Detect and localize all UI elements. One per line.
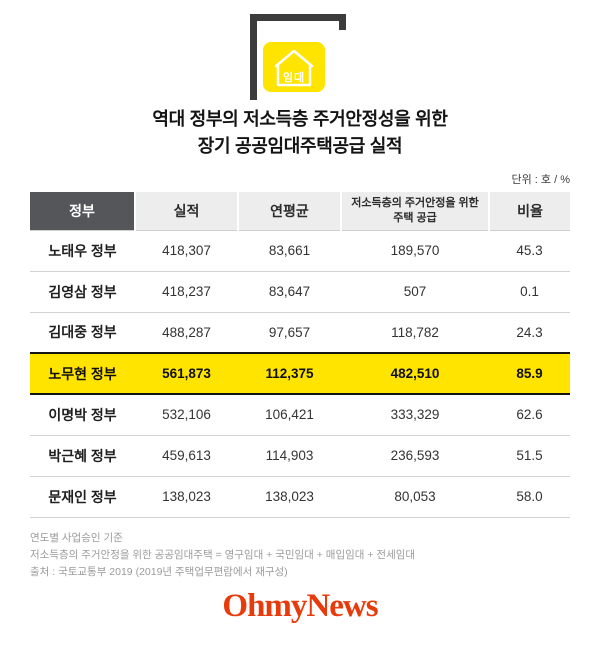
- cell-ratio: 85.9: [489, 352, 570, 395]
- table-row: 문재인 정부 138,023 138,023 80,053 58.0: [30, 476, 570, 518]
- cell-ratio: 0.1: [489, 271, 570, 313]
- cell-gov: 박근혜 정부: [30, 435, 135, 477]
- cell-avg: 114,903: [238, 435, 341, 477]
- footnote-line: 출처 : 국토교통부 2019 (2019년 주택업무편람에서 재구성): [30, 565, 288, 578]
- cell-total: 418,237: [135, 271, 238, 313]
- header-supply-line1: 저소득층의 주거안정을 위한: [351, 197, 479, 210]
- rental-badge-label: 임대: [282, 72, 306, 84]
- cell-supply: 236,593: [341, 435, 489, 477]
- cell-supply: 333,329: [341, 394, 489, 436]
- cell-gov: 문재인 정부: [30, 476, 135, 518]
- cell-avg: 112,375: [238, 352, 341, 395]
- footnotes: 연도별 사업승인 기준 저소득층의 주거안정을 위한 공공임대주택 = 영구임대…: [30, 530, 415, 580]
- header-ratio: 비율: [489, 192, 570, 231]
- table-row: 이명박 정부 532,106 106,421 333,329 62.6: [30, 394, 570, 436]
- cell-supply: 80,053: [341, 476, 489, 518]
- cell-gov: 노태우 정부: [30, 230, 135, 272]
- header-gov: 정부: [30, 192, 136, 231]
- footnote-line: 연도별 사업승인 기준: [30, 532, 123, 544]
- table-header-row: 정부 실적 연평균 저소득층의 주거안정을 위한 주택 공급 비율: [30, 192, 570, 231]
- cell-avg: 138,023: [238, 476, 341, 518]
- cell-ratio: 58.0: [489, 476, 570, 518]
- cell-ratio: 45.3: [489, 230, 570, 272]
- cell-ratio: 24.3: [489, 312, 570, 354]
- supply-table-wrap: 정부 실적 연평균 저소득층의 주거안정을 위한 주택 공급 비율 노태우 정부…: [30, 192, 570, 518]
- unit-note: 단위 : 호 / %: [511, 174, 570, 186]
- cell-supply: 482,510: [341, 352, 489, 395]
- table-row-highlighted: 노무현 정부 561,873 112,375 482,510 85.9: [30, 352, 570, 395]
- cell-supply: 118,782: [341, 312, 489, 354]
- table-row: 노태우 정부 418,307 83,661 189,570 45.3: [30, 230, 570, 272]
- title-line-2: 장기 공공임대주택공급 실적: [197, 136, 403, 156]
- cell-avg: 83,647: [238, 271, 341, 313]
- cell-ratio: 62.6: [489, 394, 570, 436]
- cell-supply: 189,570: [341, 230, 489, 272]
- cell-avg: 83,661: [238, 230, 341, 272]
- cell-gov: 노무현 정부: [30, 352, 135, 395]
- cell-total: 138,023: [135, 476, 238, 518]
- cell-gov: 김영삼 정부: [30, 271, 135, 313]
- table-row: 김대중 정부 488,287 97,657 118,782 24.3: [30, 312, 570, 354]
- footnote-line: 저소득층의 주거안정을 위한 공공임대주택 = 영구임대 + 국민임대 + 매입…: [30, 548, 416, 561]
- cell-ratio: 51.5: [489, 435, 570, 477]
- sign-post-graphic: [250, 14, 346, 100]
- cell-total: 459,613: [135, 435, 238, 477]
- rental-sign-icon: 임대: [250, 14, 350, 102]
- cell-avg: 97,657: [238, 312, 341, 354]
- cell-total: 532,106: [135, 394, 238, 436]
- cell-gov: 김대중 정부: [30, 312, 135, 354]
- title-line-1: 역대 정부의 저소득층 주거안정성을 위한: [152, 109, 448, 129]
- cell-total: 488,287: [135, 312, 238, 354]
- cell-avg: 106,421: [238, 394, 341, 436]
- supply-table: 정부 실적 연평균 저소득층의 주거안정을 위한 주택 공급 비율 노태우 정부…: [30, 192, 570, 518]
- page-title: 역대 정부의 저소득층 주거안정성을 위한 장기 공공임대주택공급 실적: [0, 106, 600, 160]
- header-avg: 연평균: [238, 192, 342, 231]
- table-row: 박근혜 정부 459,613 114,903 236,593 51.5: [30, 435, 570, 477]
- header-total: 실적: [135, 192, 239, 231]
- cell-total: 418,307: [135, 230, 238, 272]
- header-supply: 저소득층의 주거안정을 위한 주택 공급: [341, 192, 490, 231]
- cell-gov: 이명박 정부: [30, 394, 135, 436]
- ohmynews-logo: OhmyNews: [222, 588, 378, 624]
- cell-total: 561,873: [135, 352, 238, 395]
- cell-supply: 507: [341, 271, 489, 313]
- table-row: 김영삼 정부 418,237 83,647 507 0.1: [30, 271, 570, 313]
- header-supply-line2: 주택 공급: [393, 211, 437, 224]
